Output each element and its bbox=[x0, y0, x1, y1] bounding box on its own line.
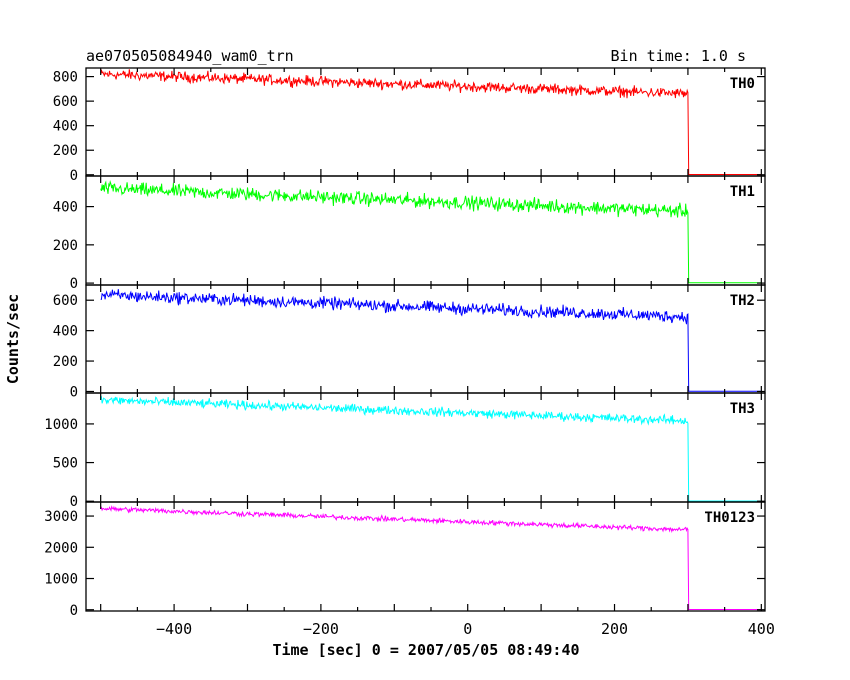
panel-frame-th0 bbox=[85, 67, 766, 177]
panel-frame-th1 bbox=[85, 175, 766, 286]
y-tick-label: 400 bbox=[53, 200, 78, 216]
panel-label-th0123: TH0123 bbox=[704, 510, 755, 526]
series-line-th0123 bbox=[100, 505, 762, 610]
panel-label-th2: TH2 bbox=[730, 293, 755, 309]
y-tick-label: 0 bbox=[70, 384, 78, 400]
x-tick-label: −200 bbox=[303, 620, 339, 638]
y-tick-label: 500 bbox=[53, 456, 78, 472]
y-tick-label: 0 bbox=[70, 494, 78, 510]
series-line-th3 bbox=[100, 395, 762, 502]
y-tick-label: 3000 bbox=[44, 509, 78, 525]
y-tick-label: 600 bbox=[53, 94, 78, 110]
panel-frame-th3 bbox=[85, 392, 766, 503]
y-tick-label: 0 bbox=[70, 168, 78, 184]
panels-group: 0 200 400 600 800 TH0 0 200 400 TH1 0 200 400 600 TH2 0… bbox=[44, 67, 775, 638]
y-tick-label: 200 bbox=[53, 354, 78, 370]
x-axis-label: Time [sec] 0 = 2007/05/05 08:49:40 bbox=[272, 641, 579, 659]
x-tick-label: 400 bbox=[748, 620, 775, 638]
y-tick-label: 1000 bbox=[44, 572, 78, 588]
y-tick-label: 200 bbox=[53, 143, 78, 159]
series-line-th1 bbox=[100, 179, 762, 284]
series-line-th0 bbox=[100, 69, 762, 175]
x-tick-label: 200 bbox=[601, 620, 628, 638]
x-tick-label: 0 bbox=[463, 620, 472, 638]
panel-label-th1: TH1 bbox=[730, 184, 755, 200]
series-line-th2 bbox=[100, 289, 762, 392]
chart-title: ae070505084940_wam0_trn bbox=[86, 47, 294, 65]
y-tick-label: 1000 bbox=[44, 417, 78, 433]
bin-time-label: Bin time: 1.0 s bbox=[611, 47, 746, 65]
y-tick-label: 400 bbox=[53, 119, 78, 135]
y-tick-label: 400 bbox=[53, 324, 78, 340]
y-tick-label: 0 bbox=[70, 603, 78, 619]
y-tick-label: 0 bbox=[70, 276, 78, 292]
y-axis-label: Counts/sec bbox=[4, 294, 22, 384]
panel-label-th0: TH0 bbox=[730, 76, 755, 92]
y-tick-label: 200 bbox=[53, 238, 78, 254]
x-tick-label: −400 bbox=[156, 620, 192, 638]
panel-frame-th0123 bbox=[85, 501, 766, 612]
y-tick-label: 800 bbox=[53, 70, 78, 86]
panel-label-th3: TH3 bbox=[730, 401, 755, 417]
y-tick-label: 600 bbox=[53, 293, 78, 309]
y-tick-label: 2000 bbox=[44, 540, 78, 556]
